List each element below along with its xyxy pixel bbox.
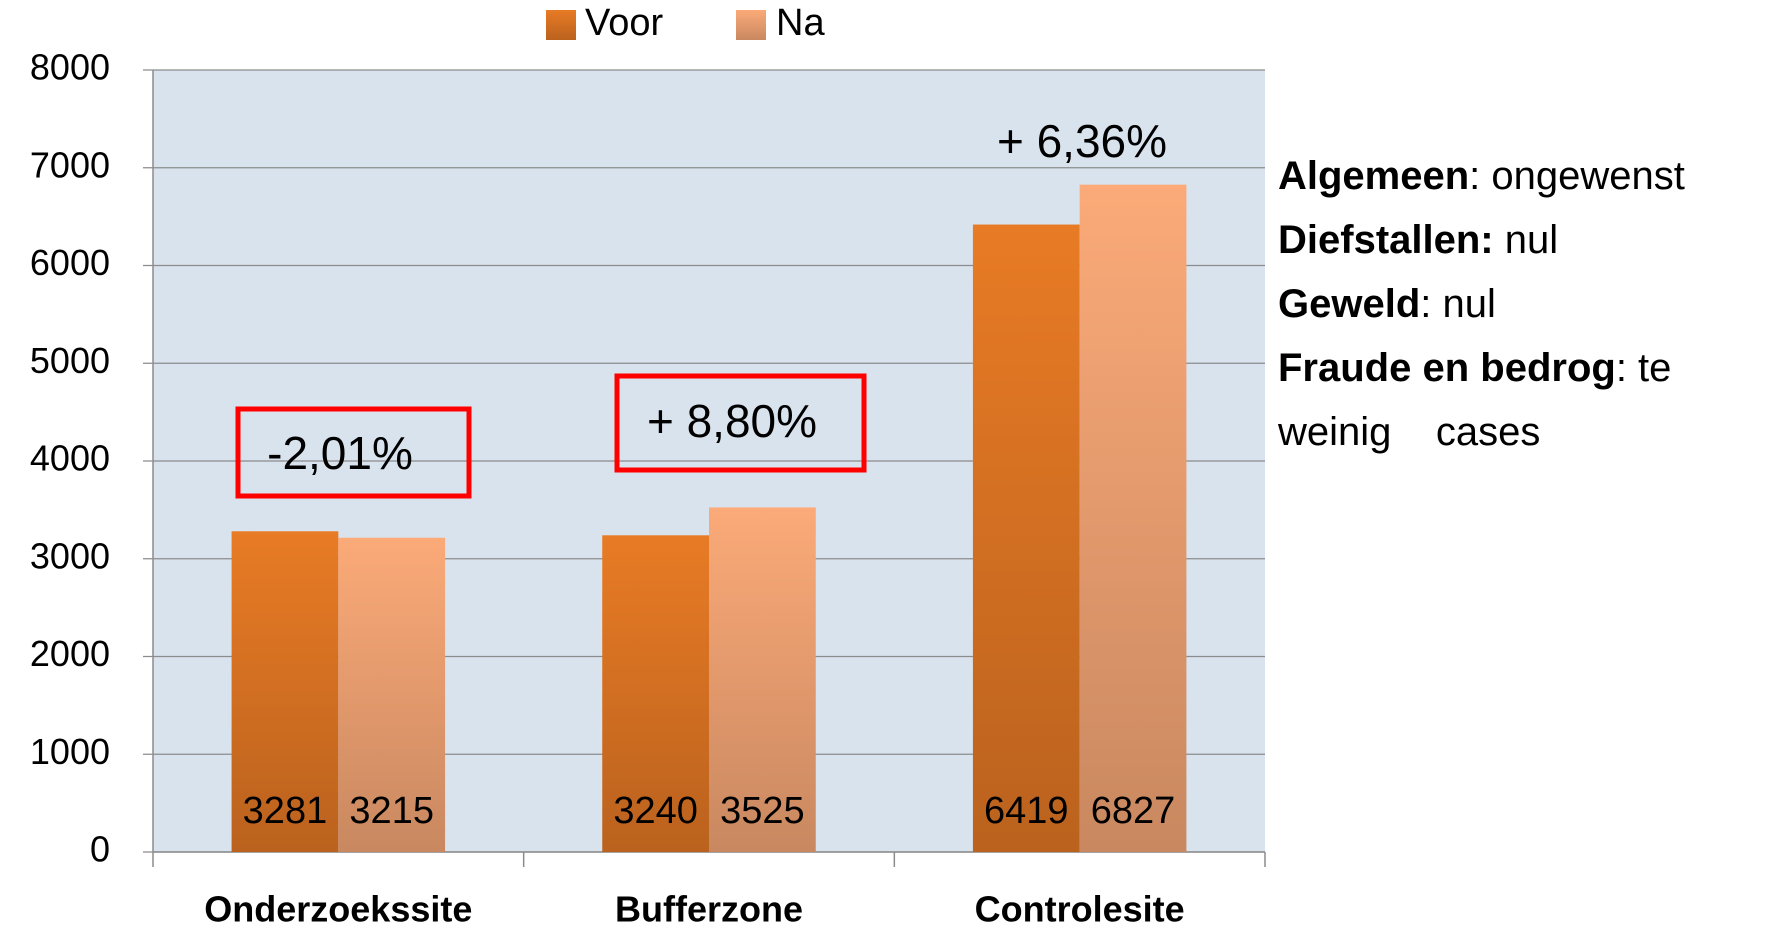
note-text: Algemeen	[1278, 154, 1469, 198]
y-tick-label: 2000	[30, 633, 110, 674]
legend-swatch	[736, 10, 766, 40]
annotation: -2,01%	[267, 427, 413, 479]
note-text: nul	[1494, 218, 1559, 262]
x-tick-label: Controlesite	[975, 889, 1185, 929]
y-tick-label: 5000	[30, 340, 110, 381]
note-line: Fraude en bedrog: te	[1278, 346, 1671, 390]
bar	[709, 507, 816, 852]
bar	[1079, 184, 1187, 852]
y-tick-label: 6000	[30, 242, 110, 283]
value-label: 3281	[243, 790, 328, 832]
note-text: : te	[1616, 346, 1672, 390]
y-tick-label: 7000	[30, 144, 110, 185]
note-line: Diefstallen: nul	[1278, 218, 1558, 262]
note-text: : nul	[1420, 282, 1496, 326]
note-line: weinig cases	[1277, 410, 1540, 454]
note-text: Geweld	[1278, 282, 1420, 326]
x-tick-label: Bufferzone	[615, 889, 803, 929]
annotation-box	[235, 406, 472, 499]
note-text: : ongewenst	[1469, 154, 1685, 198]
legend-label: Voor	[585, 2, 664, 44]
annotation-box	[614, 373, 867, 473]
value-label: 6419	[984, 790, 1069, 832]
value-label: 3525	[720, 790, 805, 832]
legend-swatch	[546, 10, 576, 40]
x-tick-label: Onderzoekssite	[204, 889, 472, 929]
y-tick-label: 3000	[30, 535, 110, 576]
annotation: + 8,80%	[647, 395, 817, 447]
note-text: Diefstallen:	[1278, 218, 1494, 262]
y-tick-label: 1000	[30, 731, 110, 772]
bar	[972, 224, 1080, 853]
note-text: Fraude en bedrog	[1278, 346, 1616, 390]
annotation: + 6,36%	[997, 115, 1167, 167]
y-tick-label: 0	[90, 829, 110, 870]
value-label: 6827	[1091, 790, 1176, 832]
legend-label: Na	[776, 2, 825, 44]
bar	[338, 537, 446, 852]
note-line: Algemeen: ongewenst	[1278, 154, 1685, 198]
bar	[231, 531, 339, 852]
value-label: 3215	[349, 790, 434, 832]
value-label: 3240	[613, 790, 698, 832]
y-tick-label: 8000	[30, 47, 110, 88]
y-tick-label: 4000	[30, 438, 110, 479]
note-line: Geweld: nul	[1278, 282, 1496, 326]
note-text: weinig cases	[1277, 410, 1540, 454]
bar	[602, 535, 709, 852]
